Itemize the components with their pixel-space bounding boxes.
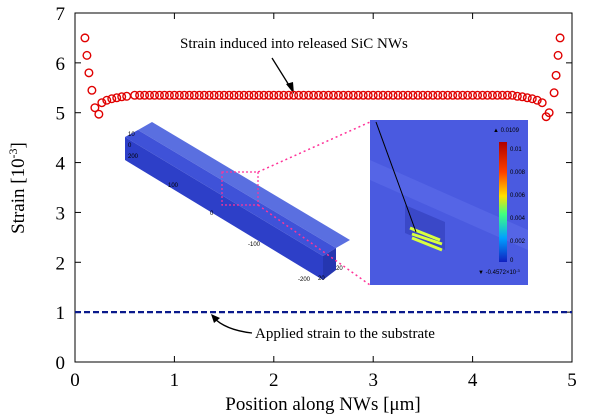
inset-label: 200 <box>128 154 139 160</box>
y-tick-label: 1 <box>56 303 66 324</box>
colorbar-label: 0.01 <box>510 147 522 153</box>
annotation: Applied strain to the substrate <box>255 326 435 342</box>
data-point <box>81 34 89 42</box>
colorbar-label: ▼ -0.4572×10 <box>478 270 517 276</box>
data-point <box>552 72 560 80</box>
data-point <box>95 110 103 118</box>
data-point <box>554 52 562 60</box>
y-axis-title: Strain [10 <box>8 158 29 233</box>
x-tick-label: 1 <box>170 370 180 391</box>
colorbar-label: 0.004 <box>510 216 526 222</box>
y-tick-label: 3 <box>56 203 66 224</box>
data-point <box>556 34 564 42</box>
data-point <box>83 52 91 60</box>
y-tick-label: 6 <box>56 54 66 75</box>
y-tick-label: 4 <box>56 154 66 175</box>
data-point <box>528 95 536 103</box>
inset-3d-model: 10 0 200 100 0 -100 -200 20 20 <box>125 122 370 285</box>
y-tick-label: 2 <box>56 253 66 274</box>
colorbar-label: 0.002 <box>510 239 526 245</box>
data-point <box>88 86 96 94</box>
annotation: Strain induced into released SiC NWs <box>180 36 408 52</box>
colorbar-label: 0.008 <box>510 170 526 176</box>
chart: 10 0 200 100 0 -100 -200 20 20 ▲ 0.0109 … <box>0 0 592 419</box>
inset-label: 10 <box>128 132 135 138</box>
inset-label: -100 <box>248 242 261 248</box>
inset-label: 20 <box>318 276 325 282</box>
y-tick-label: 7 <box>56 4 66 25</box>
data-point <box>85 69 93 77</box>
y-tick-label: 5 <box>56 104 66 125</box>
x-tick-label: 5 <box>567 370 577 391</box>
colorbar-label: 0.006 <box>510 193 526 199</box>
x-axis-title: Position along NWs [μm] <box>225 394 420 415</box>
y-tick-label: 0 <box>56 353 66 374</box>
inset-label: 20 <box>336 266 343 272</box>
colorbar-label: ▼ -0.4572×10-3 <box>478 268 520 276</box>
data-point <box>123 92 131 100</box>
inset-label: -200 <box>298 277 311 283</box>
x-tick-label: 4 <box>468 370 478 391</box>
x-tick-label: 3 <box>368 370 378 391</box>
x-tick-label: 2 <box>269 370 279 391</box>
data-point <box>550 89 558 97</box>
y-axis-title: -3 <box>6 148 20 158</box>
y-axis-title: Strain [10-3] <box>6 142 29 234</box>
colorbar-label: ▲ 0.0109 <box>493 128 520 134</box>
inset-label: 100 <box>168 183 179 189</box>
x-tick-label: 0 <box>70 370 80 391</box>
inset-zoom: ▲ 0.0109 0.01 0.008 0.006 0.004 0.002 0 … <box>370 120 528 285</box>
y-axis-title: ] <box>8 142 29 148</box>
